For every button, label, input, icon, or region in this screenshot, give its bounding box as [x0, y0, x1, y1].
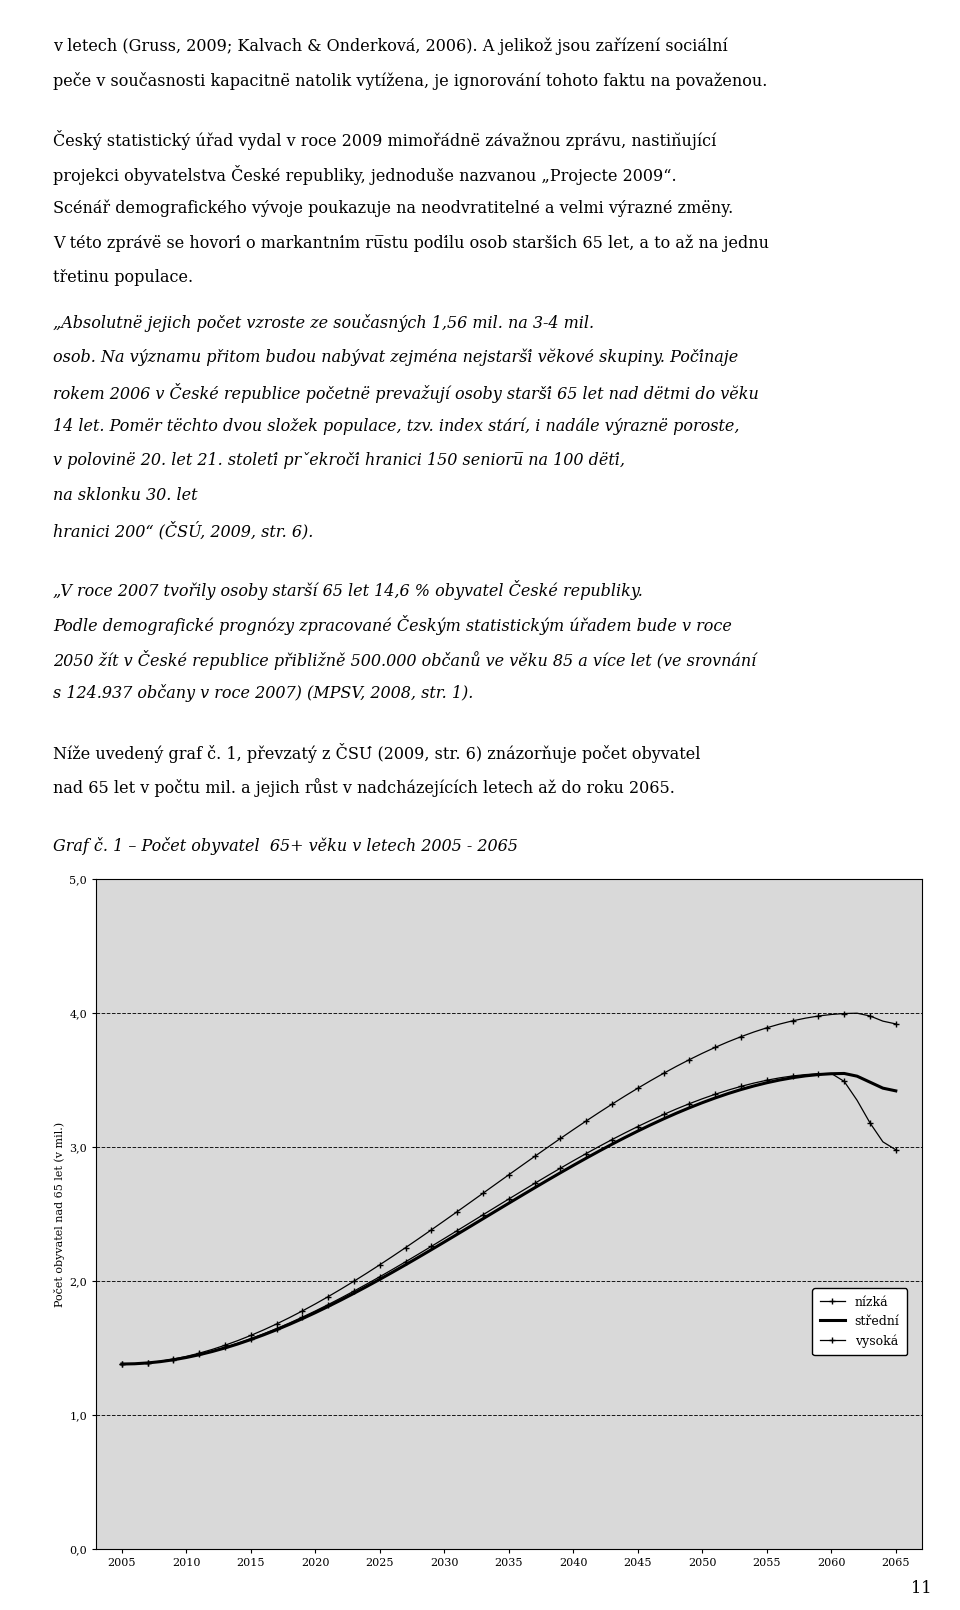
nízká: [890, 1140, 901, 1159]
vysoká: [529, 1146, 540, 1166]
Text: v polovinë 20. let 21. století prˇekročí hranici 150 senioru̅ na 100 dëtí,: v polovinë 20. let 21. století prˇekro…: [53, 452, 625, 470]
Text: hranici 200“ (ČSÚ, 2009, str. 6).: hranici 200“ (ČSÚ, 2009, str. 6).: [53, 522, 313, 541]
Text: třetinu populace.: třetinu populace.: [53, 269, 193, 287]
střední: [529, 1179, 540, 1198]
vysoká: [787, 1011, 799, 1030]
vysoká: [387, 1246, 398, 1265]
Text: 14 let. Pomër tëchto dvou složek populace, tzv. index stárí, i nadále výra: 14 let. Pomër tëchto dvou složek popu…: [53, 417, 739, 435]
nízká: [387, 1259, 398, 1278]
nízká: [826, 1064, 837, 1084]
vysoká: [297, 1301, 308, 1320]
střední: [387, 1262, 398, 1282]
nízká: [581, 1143, 592, 1162]
Text: v letech (Gruss, 2009; Kalvach & Onderková, 2006). A jelikož jsou zařízení soci: v letech (Gruss, 2009; Kalvach & Onderko…: [53, 37, 728, 55]
nízká: [297, 1307, 308, 1327]
nízká: [116, 1354, 128, 1373]
Text: 11: 11: [911, 1579, 931, 1597]
střední: [271, 1320, 282, 1340]
Line: vysoká: vysoká: [119, 1011, 899, 1367]
střední: [838, 1064, 850, 1084]
Line: střední: střední: [122, 1074, 896, 1364]
střední: [297, 1309, 308, 1328]
Text: „Absolutnë jejich počet vzroste ze současných 1,56 mil. na 3-4 mil.: „Absolutnë jejich počet vzroste ze sou…: [53, 314, 594, 332]
Text: osob. Na významu přitom budou nabývat zejména nejstarší vĕkové skupiny. P: osob. Na významu přitom budou nabývat…: [53, 348, 738, 365]
střední: [116, 1354, 128, 1373]
Text: s 124.937 občany v roce 2007) (MPSV, 2008, str. 1).: s 124.937 občany v roce 2007) (MPSV, 200…: [53, 684, 473, 702]
Text: Podle demografické prognózy zpracované Českým statistickým úřadem bude v roce: Podle demografické prognózy zpracované Č…: [53, 615, 732, 634]
Text: na sklonku 30. let: na sklonku 30. let: [53, 486, 198, 504]
střední: [787, 1067, 799, 1087]
vysoká: [890, 1014, 901, 1034]
Text: peče v současnosti kapacitnë natolik vytížena, je ignorování tohoto faktu na p: peče v současnosti kapacitnë natolik vy…: [53, 71, 767, 90]
nízká: [787, 1066, 799, 1085]
Text: V této zprávë se hovorí o markantním ru̅stu podílu osob starších 65 let,: V této zprávë se hovorí o markantní…: [53, 235, 769, 251]
Text: nad 65 let v počtu mil. a jejich růst v nadcházejících letech až do roku 2065.: nad 65 let v počtu mil. a jejich růst v …: [53, 778, 675, 797]
vysoká: [271, 1314, 282, 1333]
střední: [890, 1082, 901, 1101]
nízká: [271, 1319, 282, 1338]
Line: nízká: nízká: [119, 1071, 899, 1367]
Legend: nízká, střední, vysoká: nízká, střední, vysoká: [812, 1288, 907, 1356]
Text: projekci obyvatelstva České republiky, jednoduše nazvanou „Projecte 2009“.: projekci obyvatelstva České republiky, …: [53, 166, 677, 185]
Text: Graf č. 1 – Počet obyvatel  65+ věku v letech 2005 - 2065: Graf č. 1 – Počet obyvatel 65+ věku v le…: [53, 837, 517, 855]
Text: Níže uvedený graf č. 1, převzatý z ČSÚ (2009, str. 6) znázorňuje počet obyvatel: Níže uvedený graf č. 1, převzatý z ČSÚ …: [53, 744, 700, 763]
vysoká: [852, 1003, 863, 1022]
Text: „V roce 2007 tvořily osoby starší 65 let 14,6 % obyvatel České republiky.: „V roce 2007 tvořily osoby starší 65 let…: [53, 581, 642, 601]
vysoká: [116, 1354, 128, 1373]
Text: 2050 žít v České republice přibližně 500.000 občanů ve věku 85 a více let (ve sr: 2050 žít v České republice přibližně 500…: [53, 650, 756, 670]
Text: Český statistický úřad vydal v roce 2009 mimořádnë závažnou zprávu, nastin: Český statistický úřad vydal v roce 20…: [53, 130, 716, 150]
Text: rokem 2006 v České republice početnë prevažují osoby starší 65 let nad dët: rokem 2006 v České republice početnë …: [53, 383, 758, 402]
střední: [581, 1148, 592, 1167]
vysoká: [581, 1111, 592, 1130]
Y-axis label: Počet obyvatel nad 65 let (v mil.): Počet obyvatel nad 65 let (v mil.): [54, 1122, 65, 1307]
Text: Scénář demografického vývoje poukazuje na neodvratitelné a velmi výrazné : Scénář demografického vývoje poukazu…: [53, 200, 733, 217]
nízká: [529, 1174, 540, 1193]
